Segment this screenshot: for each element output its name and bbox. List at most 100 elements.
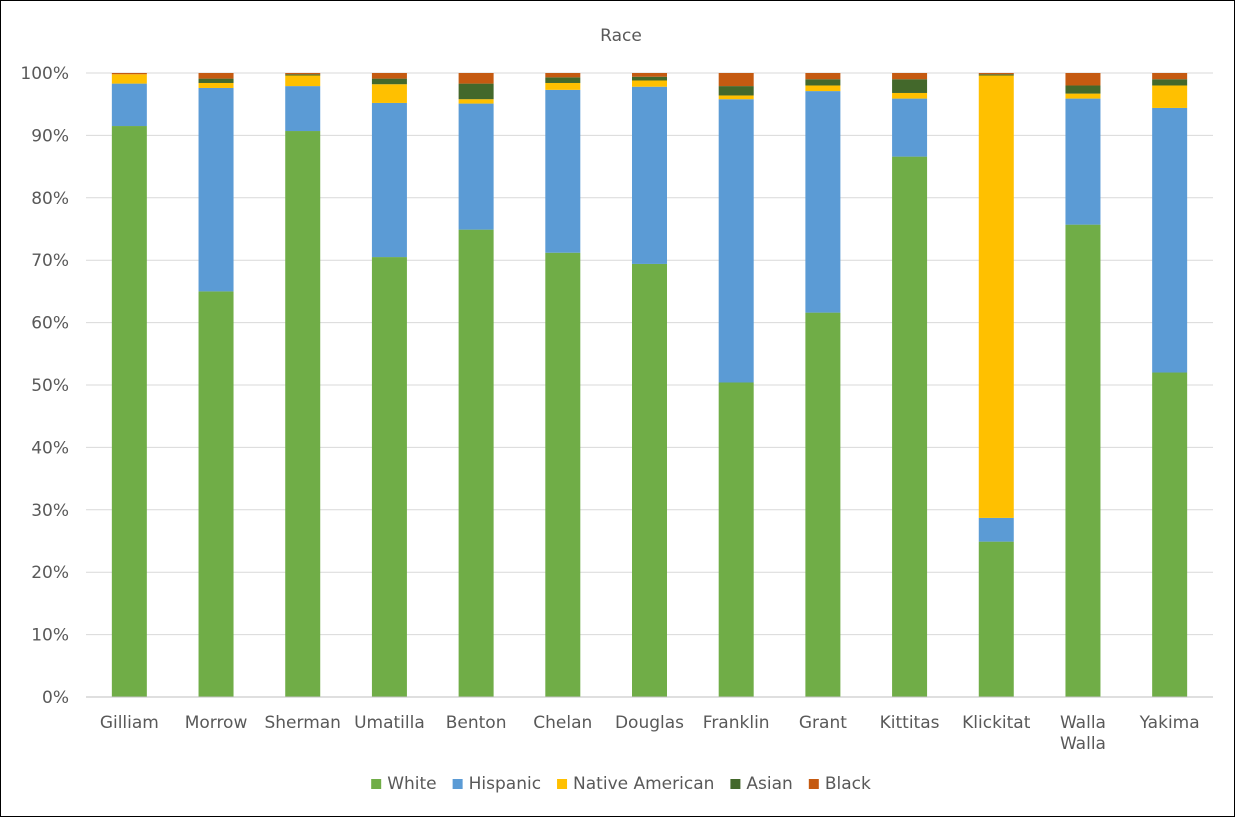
y-tick-label: 30% bbox=[31, 501, 69, 521]
bar-segment-black bbox=[111, 73, 147, 75]
legend: White Hispanic Native American Asian Black bbox=[371, 774, 871, 794]
bar-segment-white bbox=[892, 156, 928, 698]
bar-segment-native-american bbox=[978, 75, 1014, 518]
bar-segment-asian bbox=[805, 79, 841, 86]
x-tick-label: Benton bbox=[446, 713, 507, 733]
bar-segment-asian bbox=[458, 83, 494, 100]
bar-segment-native-american bbox=[718, 95, 754, 100]
legend-swatch bbox=[808, 779, 819, 789]
bar-segment-white bbox=[632, 263, 667, 697]
y-tick-label: 70% bbox=[31, 251, 69, 271]
x-tick-label: Douglas bbox=[615, 713, 684, 733]
bar-segment-asian bbox=[718, 86, 754, 96]
bar-segment-black bbox=[1152, 73, 1188, 80]
bar-segment-asian bbox=[632, 76, 667, 81]
y-tick-label: 60% bbox=[31, 314, 69, 334]
bar-segment-native-american bbox=[1152, 85, 1188, 108]
bar-segment-black bbox=[1065, 73, 1101, 86]
bar-segment-hispanic bbox=[1152, 107, 1188, 373]
bar-segment-black bbox=[458, 73, 494, 84]
bar-segment-native-american bbox=[198, 82, 234, 88]
x-tick-label: Sherman bbox=[264, 713, 340, 733]
bar-segment-white bbox=[285, 131, 321, 698]
bar-segment-hispanic bbox=[718, 99, 754, 383]
y-tick-label: 0% bbox=[42, 688, 69, 708]
x-tick-label: Grant bbox=[799, 713, 847, 733]
bar-segment-native-american bbox=[892, 92, 928, 99]
x-tick-label: Yakima bbox=[1139, 713, 1200, 733]
x-tick-label: Gilliam bbox=[100, 713, 159, 733]
legend-swatch bbox=[371, 779, 382, 789]
y-tick-label: 90% bbox=[31, 126, 69, 146]
x-tick-label: Umatilla bbox=[354, 713, 425, 733]
bar-segment-white bbox=[718, 382, 754, 697]
bar-segment-white bbox=[111, 126, 147, 698]
legend-label: White bbox=[387, 774, 436, 794]
bars bbox=[111, 73, 1188, 698]
y-tick-label: 50% bbox=[31, 376, 69, 396]
bar-segment-native-american bbox=[1065, 93, 1101, 99]
bar-segment-hispanic bbox=[198, 87, 234, 292]
x-tick-label: Chelan bbox=[533, 713, 592, 733]
bar-segment-native-american bbox=[805, 85, 841, 92]
bar-segment-hispanic bbox=[458, 103, 494, 230]
bar-segment-white bbox=[1065, 224, 1101, 697]
bar-segment-hispanic bbox=[285, 86, 321, 132]
bar-segment-black bbox=[371, 73, 407, 79]
x-tick-label: Morrow bbox=[185, 713, 248, 733]
legend-label: Native American bbox=[573, 774, 714, 794]
bar-segment-asian bbox=[198, 78, 234, 83]
x-tick-label: Kittitas bbox=[880, 713, 940, 733]
bar-segment-white bbox=[978, 541, 1014, 697]
bar-segment-white bbox=[371, 257, 407, 697]
bar-segment-asian bbox=[892, 79, 928, 93]
legend-swatch bbox=[557, 779, 568, 789]
bar-segment-black bbox=[718, 73, 754, 87]
bar-segment-native-american bbox=[632, 80, 667, 87]
x-axis-tick-labels: Gilliam Morrow Sherman Umatilla Benton Chelan… bbox=[100, 713, 1200, 754]
legend-swatch bbox=[730, 779, 741, 789]
bar-segment-asian bbox=[285, 74, 321, 76]
bar-segment-hispanic bbox=[1065, 98, 1101, 225]
bar-segment-white bbox=[805, 312, 841, 697]
bar-segment-native-american bbox=[111, 74, 147, 84]
bar-segment-hispanic bbox=[632, 86, 667, 264]
chart-title: Race bbox=[600, 26, 642, 46]
bar-segment-black bbox=[805, 73, 841, 80]
legend-label: Black bbox=[825, 774, 871, 794]
bar-segment-asian bbox=[1065, 85, 1101, 94]
bar-segment-black bbox=[198, 73, 234, 79]
bar-segment-white bbox=[458, 229, 494, 697]
x-tick-label: Klickitat bbox=[962, 713, 1031, 733]
y-tick-label: 40% bbox=[31, 438, 69, 458]
bar-segment-hispanic bbox=[978, 517, 1014, 542]
bar-segment-white bbox=[198, 291, 234, 697]
x-tick-label: Walla Walla bbox=[1060, 713, 1106, 754]
bar-segment-asian bbox=[545, 77, 581, 83]
bar-segment-native-american bbox=[371, 84, 407, 103]
bar-segment-hispanic bbox=[111, 83, 147, 127]
bar-segment-native-american bbox=[285, 75, 321, 87]
bar-segment-black bbox=[632, 73, 667, 77]
y-tick-label: 20% bbox=[31, 563, 69, 583]
legend-swatch bbox=[452, 779, 463, 789]
legend-label: Hispanic bbox=[469, 774, 541, 794]
bar-segment-black bbox=[892, 73, 928, 80]
bar-segment-hispanic bbox=[371, 102, 407, 258]
bar-segment-hispanic bbox=[805, 91, 841, 313]
bar-segment-white bbox=[545, 252, 581, 697]
y-tick-label: 100% bbox=[20, 64, 69, 84]
bar-segment-native-american bbox=[545, 82, 581, 90]
legend-label: Asian bbox=[746, 774, 792, 794]
bar-segment-black bbox=[978, 73, 1014, 75]
y-tick-label: 10% bbox=[31, 626, 69, 646]
x-tick-label: Franklin bbox=[703, 713, 770, 733]
bar-segment-hispanic bbox=[545, 89, 581, 253]
bar-segment-black bbox=[545, 73, 581, 78]
bar-segment-asian bbox=[978, 74, 1014, 76]
y-tick-label: 80% bbox=[31, 189, 69, 209]
bar-segment-asian bbox=[371, 78, 407, 85]
y-axis-tick-labels: 0% 10% 20% 30% 40% 50% 60% 70% 80% 90% 100% bbox=[20, 64, 69, 708]
